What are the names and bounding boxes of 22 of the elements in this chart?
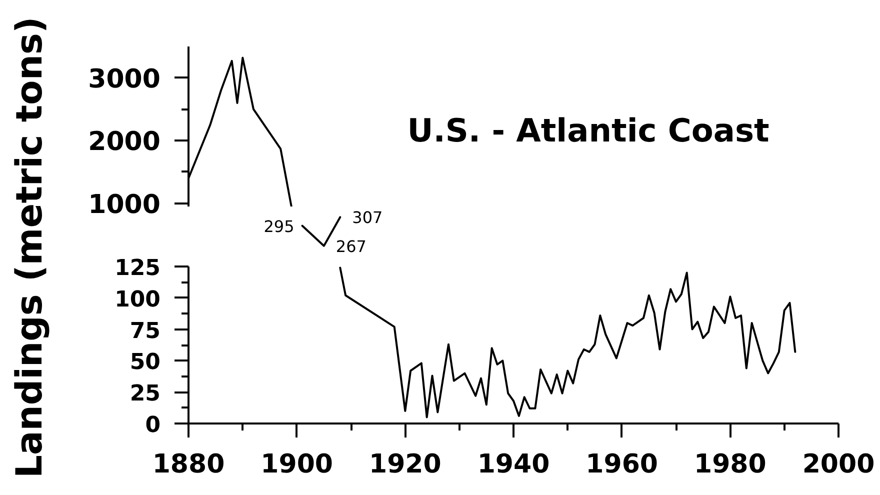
text: U.S. - Atlantic Coast — [407, 112, 770, 150]
y-tick-label: 3000 — [88, 64, 161, 94]
x-tick-label: 2000 — [802, 450, 875, 480]
x-tick-label: 1960 — [586, 450, 658, 480]
data-label: 267 — [336, 236, 366, 256]
y-tick-label: 75 — [130, 318, 161, 344]
line-series — [339, 266, 796, 418]
x-tick-label: 1940 — [477, 450, 550, 480]
x-tick-label: 1900 — [260, 450, 334, 480]
x-tick-label: 1920 — [368, 450, 442, 480]
y-tick-label: 50 — [130, 350, 161, 376]
data-label: 307 — [352, 208, 383, 228]
y-tick-label: 1000 — [88, 190, 161, 220]
y-tick-label: 25 — [130, 382, 161, 407]
y-tick-label: 0 — [145, 413, 161, 438]
y-axis-title: Landings (metric tons) — [9, 16, 51, 478]
data-label: 295 — [264, 216, 294, 236]
x-tick-label: 1980 — [694, 450, 766, 480]
x-tick-label: 1880 — [152, 450, 225, 480]
y-tick-label: 2000 — [88, 127, 161, 158]
y-tick-label: 125 — [114, 256, 161, 281]
y-tick-label: 100 — [114, 287, 161, 312]
